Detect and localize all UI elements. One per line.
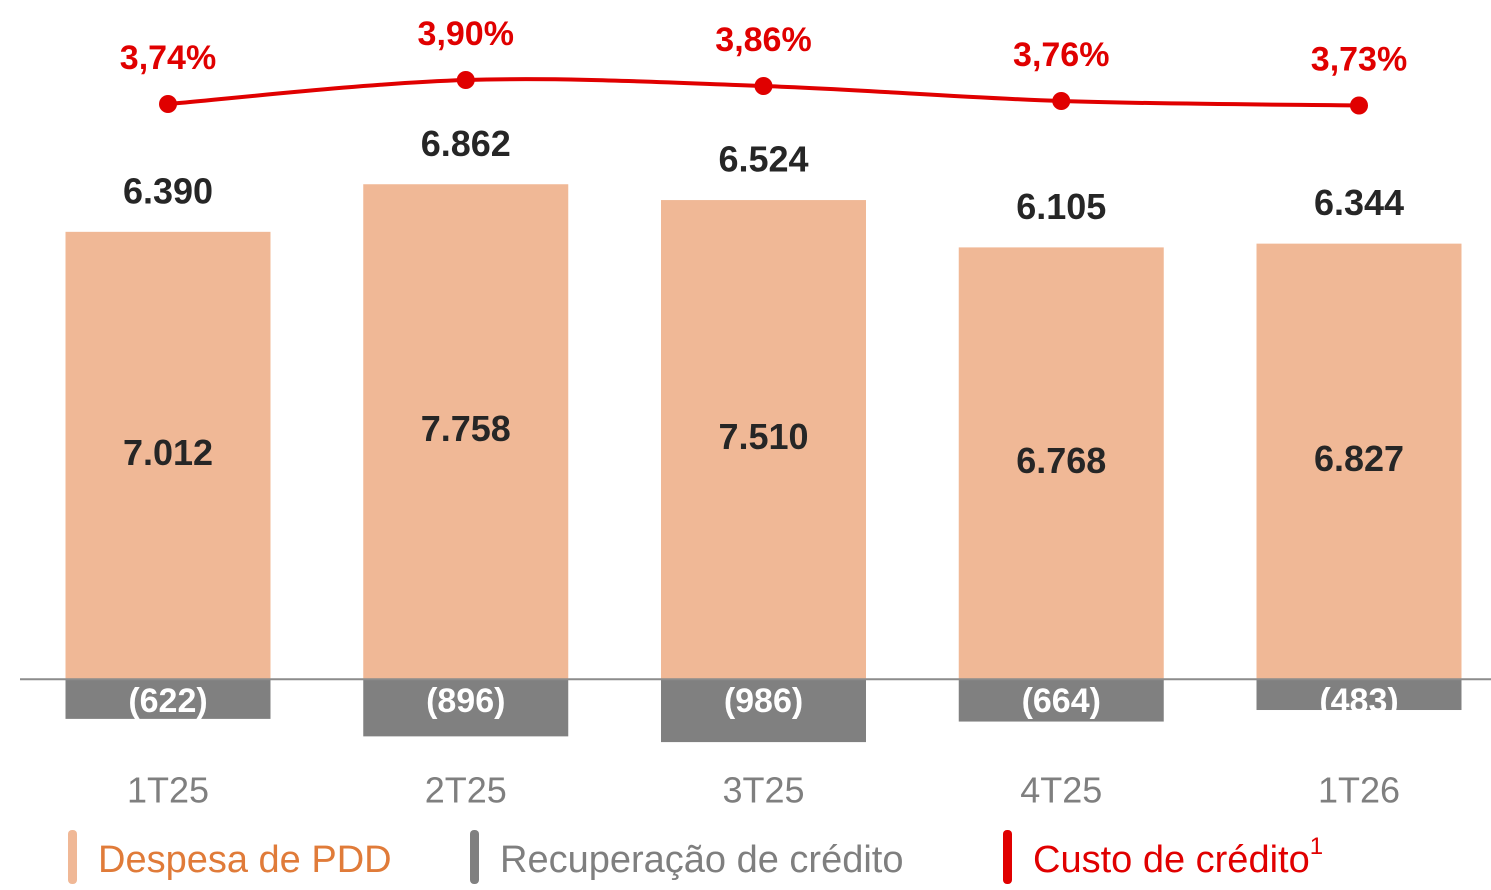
legend-label: Recuperação de crédito (500, 839, 903, 881)
line-value-label: 3,76% (1013, 36, 1109, 74)
line-point (754, 77, 773, 95)
bar (363, 679, 569, 737)
bar (661, 679, 866, 743)
line-value-label: 3,74% (120, 39, 216, 77)
legend-text: Recuperação de crédito (500, 839, 903, 881)
bar (363, 184, 569, 680)
bar-value-label: (622) (128, 682, 207, 720)
legend-label: Despesa de PDD (98, 839, 392, 881)
bar (65, 679, 271, 719)
line-point (456, 71, 475, 89)
total-label: 6.344 (1314, 182, 1404, 223)
x-tick-label: 1T26 (1318, 770, 1400, 811)
bar-value-label: (483) (1319, 682, 1398, 720)
x-tick-label: 4T25 (1020, 770, 1102, 811)
total-label: 6.862 (421, 123, 511, 164)
legend-text: Custo de crédito (1033, 839, 1310, 881)
legend-swatch (1003, 830, 1012, 884)
bar-value-label: 6.768 (1016, 440, 1106, 481)
total-label: 6.524 (718, 139, 808, 180)
bar-value-label: (664) (1022, 682, 1101, 720)
bar-value-label: 6.827 (1314, 438, 1404, 479)
legend-footnote: 1 (1310, 833, 1323, 860)
bar (65, 231, 271, 680)
x-tick-label: 1T25 (127, 770, 209, 811)
bar-value-label: 7.012 (123, 432, 213, 473)
bar-value-label: (896) (426, 682, 505, 720)
legend-text: Despesa de PDD (98, 839, 392, 881)
legend-swatch (68, 830, 77, 884)
line-point (159, 95, 177, 113)
bar (1256, 243, 1462, 680)
bar (958, 679, 1164, 722)
line-value-label: 3,86% (715, 21, 811, 59)
x-tick-label: 2T25 (425, 770, 507, 811)
bar-value-label: (986) (724, 682, 803, 720)
total-label: 6.105 (1016, 186, 1106, 227)
line-point (1350, 96, 1368, 115)
line-point (1052, 92, 1071, 110)
bar-value-label: 7.758 (421, 408, 511, 449)
total-label: 6.390 (123, 170, 213, 211)
line-value-label: 3,90% (418, 15, 514, 53)
bar (958, 247, 1164, 680)
legend-swatch (470, 830, 479, 884)
line-value-label: 3,73% (1311, 40, 1407, 78)
bar (661, 200, 866, 680)
x-tick-label: 3T25 (722, 770, 804, 811)
legend-label: Custo de crédito1 (1033, 833, 1323, 881)
bar-value-label: 7.510 (718, 416, 808, 457)
bar (1256, 679, 1462, 711)
